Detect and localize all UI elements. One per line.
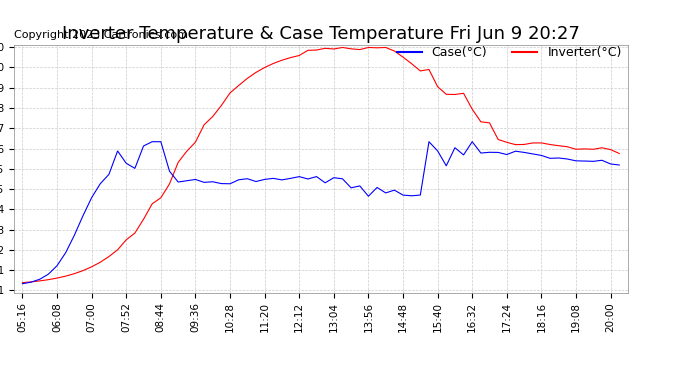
Case(°C) [355, 184, 364, 188]
Inverter(°C) [615, 151, 623, 156]
Case(°C) [208, 180, 217, 184]
Line: Inverter(°C): Inverter(°C) [23, 48, 619, 283]
Case(°C) [96, 182, 104, 186]
Case(°C) [615, 163, 623, 167]
Text: Copyright 2023 Cartronics.com: Copyright 2023 Cartronics.com [14, 30, 188, 40]
Inverter(°C) [538, 141, 546, 145]
Case(°C) [19, 282, 27, 286]
Case(°C) [538, 153, 546, 158]
Case(°C) [166, 169, 174, 173]
Inverter(°C) [157, 195, 165, 200]
Inverter(°C) [96, 260, 104, 264]
Case(°C) [529, 152, 537, 156]
Inverter(°C) [529, 141, 537, 145]
Inverter(°C) [200, 123, 208, 127]
Line: Case(°C): Case(°C) [23, 142, 619, 284]
Title: Inverter Temperature & Case Temperature Fri Jun 9 20:27: Inverter Temperature & Case Temperature … [62, 26, 580, 44]
Inverter(°C) [19, 280, 27, 285]
Legend: Case(°C), Inverter(°C): Case(°C), Inverter(°C) [397, 46, 622, 59]
Inverter(°C) [338, 45, 346, 50]
Inverter(°C) [355, 47, 364, 52]
Case(°C) [148, 140, 157, 144]
